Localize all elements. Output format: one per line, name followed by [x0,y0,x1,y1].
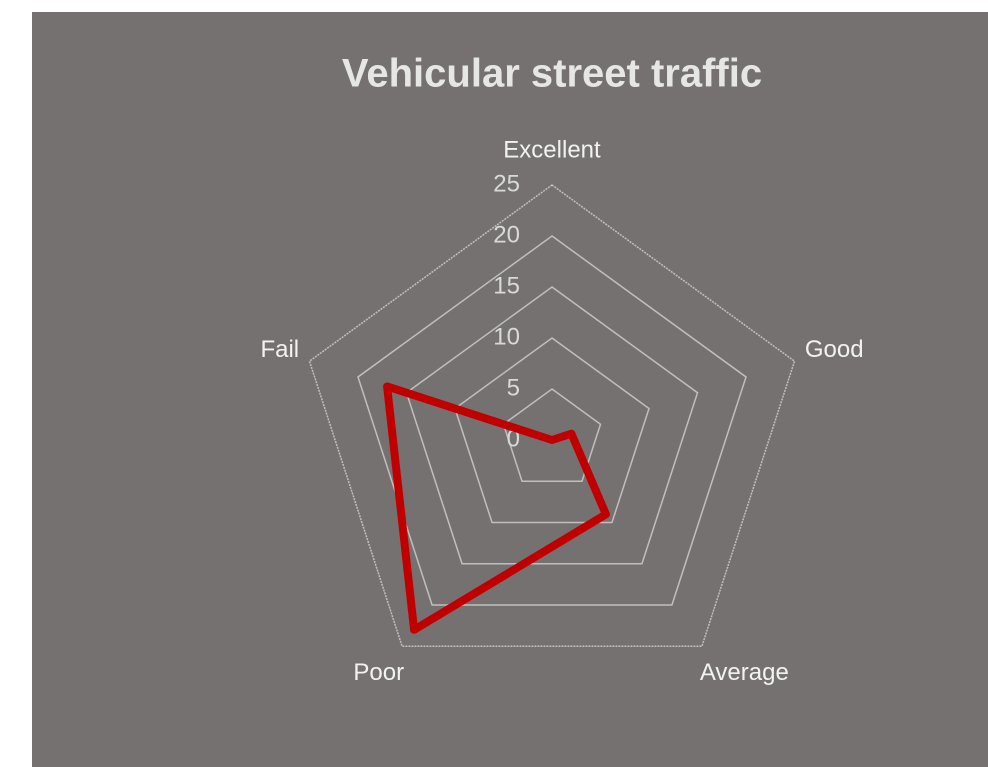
chart-background [32,12,988,767]
grid-ring [502,388,602,483]
grid-ring [405,286,699,565]
r-tick-label: 10 [493,323,520,350]
r-tick-label: 25 [493,170,520,197]
r-tick-label: 20 [493,221,520,248]
r-tick-label: 15 [493,272,520,299]
grid-ring [308,184,796,648]
category-label: Excellent [503,136,601,163]
category-label: Average [700,659,789,686]
category-label: Fail [260,336,299,363]
category-label: Poor [353,659,404,686]
grid-ring [454,337,650,524]
series-line [383,382,610,634]
chart-title: Vehicular street traffic [342,52,762,96]
r-tick-label: 5 [507,374,520,401]
grid-ring [357,235,747,606]
category-label: Good [805,336,864,363]
